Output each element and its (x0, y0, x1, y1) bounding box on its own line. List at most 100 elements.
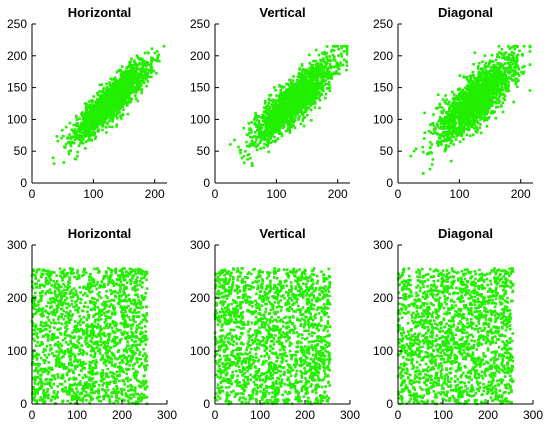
data-point (289, 112, 293, 116)
data-point (151, 58, 154, 62)
data-point (271, 113, 275, 116)
data-point (340, 55, 344, 58)
data-point (292, 75, 295, 78)
data-point (270, 99, 273, 102)
data-point (297, 118, 300, 121)
data-point (259, 135, 263, 139)
data-point (85, 121, 88, 125)
data-point (300, 91, 303, 95)
data-point (313, 83, 316, 87)
data-point (122, 108, 125, 111)
y-tick-label: 200 (190, 49, 210, 63)
data-point (495, 91, 499, 94)
data-point (280, 85, 284, 88)
data-point (111, 94, 115, 98)
data-point (320, 65, 324, 68)
data-point (442, 125, 446, 129)
data-point (300, 86, 303, 90)
data-point (496, 61, 500, 65)
data-point (274, 88, 277, 92)
data-point (148, 63, 152, 66)
data-point (305, 83, 308, 86)
data-point (127, 69, 131, 73)
data-point (452, 143, 456, 146)
data-point (438, 105, 442, 108)
data-point (500, 105, 503, 108)
data-point (325, 57, 329, 61)
data-point (320, 85, 324, 89)
data-point (461, 88, 464, 92)
data-point (104, 93, 108, 96)
data-point (135, 66, 138, 69)
data-point (438, 134, 442, 137)
data-point (313, 78, 316, 82)
data-point (507, 55, 511, 59)
data-point (282, 111, 285, 115)
data-point (466, 115, 469, 119)
data-point (294, 102, 297, 105)
data-point (101, 122, 105, 126)
data-point (149, 71, 153, 75)
data-point (82, 115, 85, 119)
data-point (302, 74, 306, 77)
data-point (101, 108, 105, 112)
data-point (70, 135, 74, 139)
data-point (237, 145, 240, 149)
data-point (83, 147, 87, 150)
data-point (265, 119, 269, 123)
data-point (62, 134, 65, 138)
data-point (295, 96, 298, 100)
data-point (251, 144, 254, 147)
data-point (117, 69, 121, 72)
data-point (454, 121, 457, 125)
data-point (461, 117, 464, 121)
data-point (277, 95, 281, 98)
data-point (507, 44, 510, 48)
data-point (266, 142, 270, 146)
data-point (303, 94, 306, 97)
data-point (255, 118, 259, 122)
data-point (271, 115, 274, 118)
data-point (117, 99, 120, 102)
data-point (150, 56, 153, 60)
data-point (478, 62, 481, 65)
data-point (300, 94, 303, 98)
data-point (149, 66, 153, 70)
data-point (496, 68, 499, 72)
data-point (242, 161, 246, 165)
data-point (328, 58, 332, 62)
data-point (313, 77, 316, 80)
data-point (311, 71, 315, 74)
data-point (345, 68, 348, 72)
data-point (99, 115, 103, 119)
data-point (277, 116, 280, 120)
data-point (81, 141, 85, 145)
data-point (250, 141, 254, 145)
data-point (307, 99, 311, 102)
data-point (268, 107, 271, 111)
data-point (300, 89, 303, 93)
data-point (276, 125, 280, 128)
data-point (253, 121, 257, 125)
data-point (267, 135, 271, 138)
data-point (134, 91, 138, 94)
data-point (336, 45, 340, 48)
data-point (79, 130, 82, 134)
data-point (429, 123, 432, 127)
data-point (256, 127, 260, 130)
data-point (71, 129, 75, 133)
data-point (421, 172, 425, 175)
data-point (271, 128, 274, 131)
scatter-points (51, 44, 166, 165)
data-point (142, 81, 146, 84)
data-point (118, 97, 122, 101)
data-point (273, 102, 277, 106)
data-point (269, 134, 272, 138)
data-point (326, 71, 329, 75)
data-point (288, 84, 291, 88)
data-point (435, 107, 438, 110)
data-point (104, 96, 108, 100)
data-point (313, 67, 317, 70)
data-point (274, 103, 278, 106)
data-point (118, 111, 121, 114)
